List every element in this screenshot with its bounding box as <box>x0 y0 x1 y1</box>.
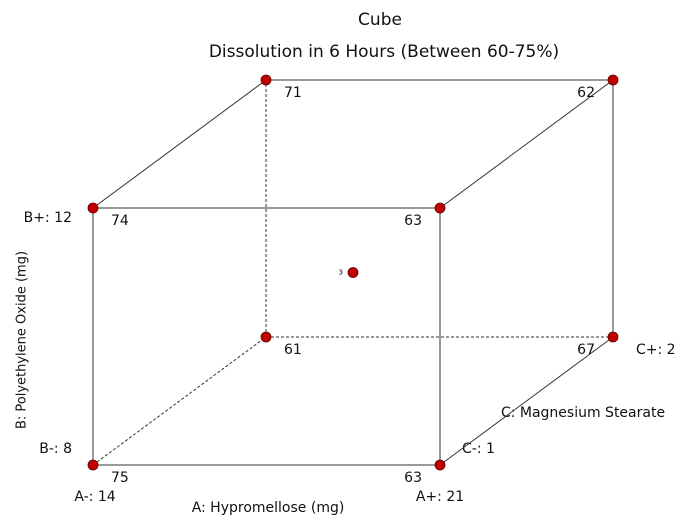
corner-point <box>434 459 446 471</box>
corner-point <box>434 202 446 214</box>
corner-label: 74 <box>111 213 129 229</box>
corner-label: 61 <box>284 342 302 358</box>
chart-subtitle: Dissolution in 6 Hours (Between 60-75%) <box>209 42 559 62</box>
cube-edge <box>92 79 267 209</box>
axis-label: B: Polyethylene Oxide (mg) <box>15 251 30 429</box>
corner-point <box>607 331 619 343</box>
corner-point <box>87 459 99 471</box>
corner-label: 67 <box>577 342 595 358</box>
factor-low: B-: 8 <box>39 441 72 457</box>
cube-edge <box>439 79 614 209</box>
corner-point <box>260 331 272 343</box>
center-label: 3 <box>339 269 343 277</box>
axis-label: A: Hypromellose (mg) <box>192 500 345 516</box>
factor-high: A+: 21 <box>416 489 464 505</box>
chart-title: Cube <box>358 10 402 30</box>
corner-label: 75 <box>111 470 129 486</box>
axis-label: C: Magnesium Stearate <box>501 405 665 421</box>
corner-label: 71 <box>284 85 302 101</box>
cube-edge <box>92 336 267 466</box>
corner-point <box>260 74 272 86</box>
corner-point <box>607 74 619 86</box>
corner-label: 63 <box>404 213 422 229</box>
factor-low: C-: 1 <box>462 441 495 457</box>
corner-label: 63 <box>404 470 422 486</box>
factor-high: C+: 2 <box>636 342 676 358</box>
corner-point <box>87 202 99 214</box>
center-point <box>347 267 359 278</box>
factor-high: B+: 12 <box>24 210 72 226</box>
cube-edge <box>439 336 614 466</box>
factor-low: A-: 14 <box>74 489 115 505</box>
corner-label: 62 <box>577 85 595 101</box>
